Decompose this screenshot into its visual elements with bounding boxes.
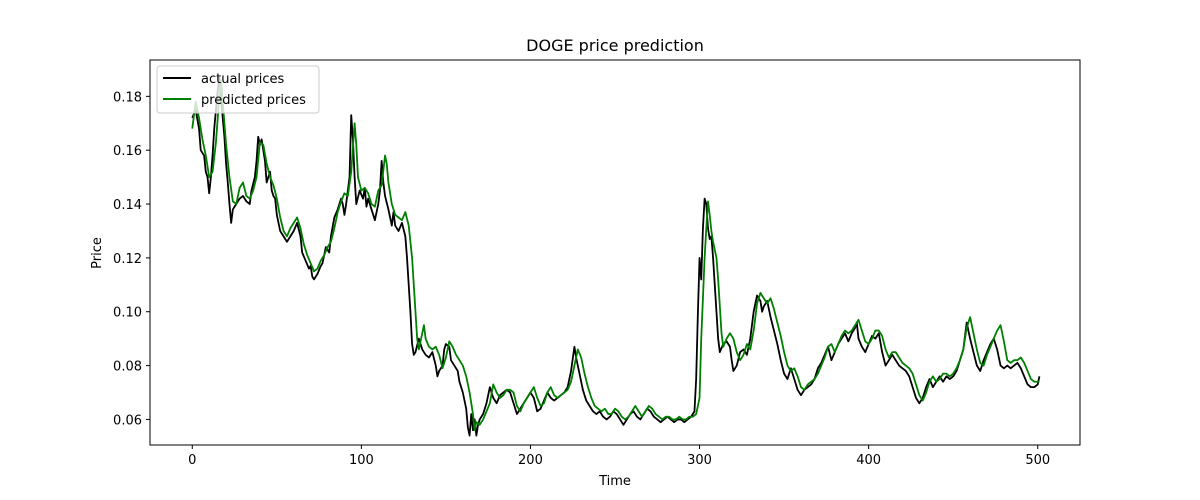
y-axis-label: Price [90, 237, 105, 269]
legend: actual prices predicted prices [156, 65, 320, 114]
x-tick-label: 100 [349, 453, 374, 468]
y-tick-label: 0.06 [113, 413, 142, 428]
x-axis-label: Time [598, 474, 631, 489]
y-tick-label: 0.10 [113, 306, 142, 321]
x-tick-label: 200 [518, 453, 543, 468]
series-line-actual-prices [191, 76, 1041, 437]
x-tick-label: 400 [856, 453, 881, 468]
chart-title: DOGE price prediction [526, 36, 704, 55]
plot-frame [149, 59, 1081, 446]
series-layer [191, 76, 1041, 437]
legend-label-actual: actual prices [201, 72, 285, 87]
y-tick-label: 0.14 [113, 198, 142, 213]
x-axis: 0 100 200 300 400 500 [188, 445, 1050, 468]
y-tick-label: 0.16 [113, 144, 142, 159]
legend-box [156, 65, 320, 114]
y-axis: 0.06 0.08 0.10 0.12 0.14 0.16 0.18 [113, 90, 150, 428]
x-tick-label: 0 [188, 453, 196, 468]
legend-label-predicted: predicted prices [201, 93, 306, 108]
series-line-predicted-prices [191, 79, 1040, 432]
y-tick-label: 0.18 [113, 90, 142, 105]
x-tick-label: 300 [687, 453, 712, 468]
y-tick-label: 0.08 [113, 360, 142, 375]
x-tick-label: 500 [1025, 453, 1050, 468]
y-tick-label: 0.12 [113, 252, 142, 267]
